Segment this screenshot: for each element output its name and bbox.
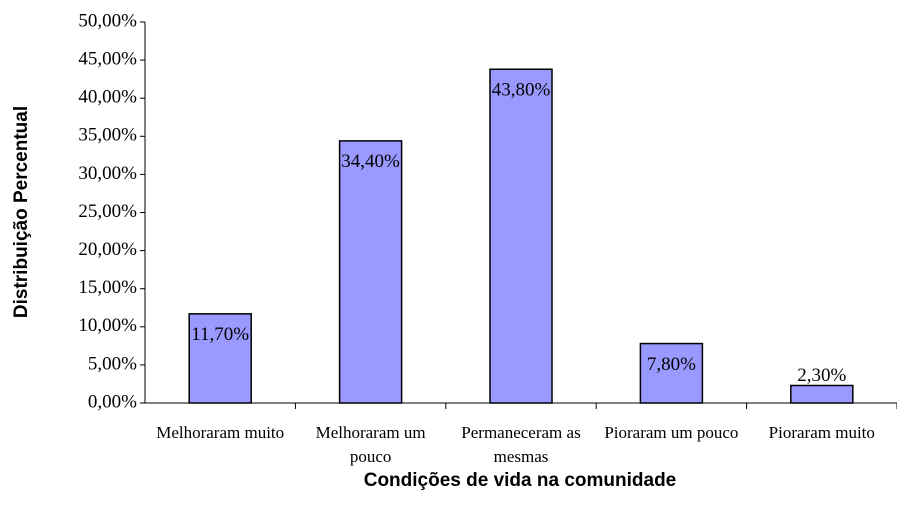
y-tick-label: 25,00% — [78, 201, 137, 222]
y-tick-label: 5,00% — [88, 353, 137, 374]
bar — [639, 342, 704, 404]
y-tick-label: 10,00% — [78, 315, 137, 336]
y-tick-label: 0,00% — [88, 391, 137, 412]
data-label: 34,40% — [341, 151, 400, 172]
y-axis-title: Distribuição Percentual — [11, 106, 32, 318]
x-tick-label: Pioraram um pouco — [604, 423, 739, 442]
x-axis-title: Condições de vida na comunidade — [364, 470, 677, 491]
data-label: 43,80% — [492, 80, 551, 101]
y-tick-label: 30,00% — [78, 163, 137, 184]
y-tick-label: 20,00% — [78, 239, 137, 260]
y-tick-label: 35,00% — [78, 125, 137, 146]
x-tick-label: Melhoraram muito — [156, 423, 285, 442]
y-tick-label: 45,00% — [78, 48, 137, 69]
x-tick-label: Melhoraram um pouco — [315, 423, 426, 466]
x-tick-label: Pioraram muito — [768, 423, 875, 442]
y-tick-label: 40,00% — [78, 87, 137, 108]
data-label: 7,80% — [647, 354, 696, 375]
y-tick-label: 50,00% — [78, 10, 137, 31]
bar — [790, 384, 854, 404]
data-label: 2,30% — [797, 365, 846, 386]
bar — [489, 68, 553, 404]
bar — [188, 313, 252, 404]
y-tick-label: 15,00% — [78, 277, 137, 298]
x-tick-label: Permaneceram as mesmas — [461, 423, 581, 466]
data-label: 11,70% — [191, 324, 249, 345]
bar — [338, 140, 403, 404]
